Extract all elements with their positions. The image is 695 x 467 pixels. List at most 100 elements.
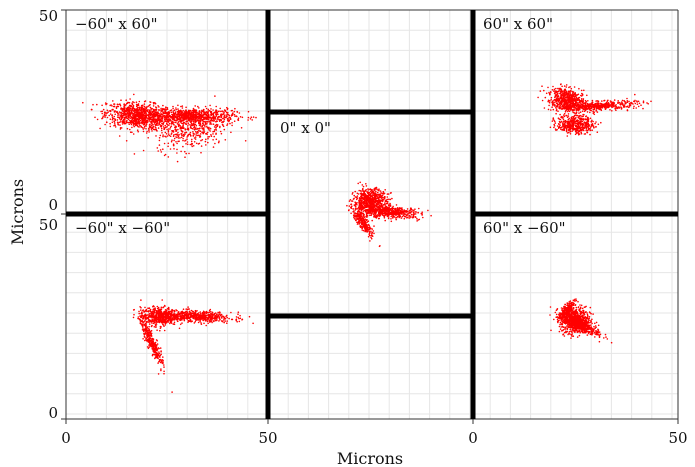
data-point bbox=[184, 313, 187, 316]
data-point bbox=[140, 307, 142, 309]
data-point bbox=[388, 208, 391, 211]
data-point bbox=[163, 372, 165, 375]
data-point bbox=[131, 126, 133, 129]
data-point bbox=[171, 315, 174, 317]
data-point bbox=[215, 120, 218, 122]
data-point bbox=[131, 102, 133, 104]
data-point bbox=[117, 112, 119, 114]
data-point bbox=[117, 123, 119, 126]
data-point bbox=[417, 211, 420, 214]
data-point bbox=[155, 313, 158, 316]
data-point bbox=[231, 113, 234, 115]
data-point bbox=[129, 109, 131, 111]
data-point bbox=[216, 118, 219, 120]
data-point bbox=[109, 125, 112, 128]
data-point bbox=[155, 107, 158, 109]
data-point bbox=[140, 121, 142, 124]
data-point bbox=[389, 192, 392, 194]
data-point bbox=[191, 310, 194, 313]
data-point bbox=[207, 322, 209, 325]
data-point bbox=[113, 118, 116, 120]
data-point bbox=[143, 113, 145, 115]
data-point bbox=[348, 200, 351, 202]
data-point bbox=[207, 113, 209, 115]
data-point bbox=[163, 329, 166, 332]
data-point bbox=[140, 114, 142, 116]
data-point bbox=[143, 121, 146, 124]
data-point bbox=[113, 121, 116, 123]
data-point bbox=[400, 217, 403, 219]
data-point bbox=[172, 105, 174, 108]
data-point bbox=[386, 201, 389, 203]
data-point bbox=[128, 101, 130, 104]
data-point bbox=[356, 195, 359, 197]
data-point bbox=[187, 122, 190, 124]
data-point bbox=[213, 126, 216, 128]
data-point bbox=[356, 223, 359, 225]
data-point bbox=[159, 327, 162, 330]
data-point bbox=[229, 118, 232, 120]
data-point bbox=[151, 320, 154, 322]
data-point bbox=[357, 206, 360, 209]
data-point bbox=[151, 324, 153, 327]
data-point bbox=[153, 114, 155, 116]
data-point bbox=[212, 133, 214, 135]
data-point bbox=[361, 184, 364, 186]
data-point bbox=[166, 112, 168, 115]
data-point bbox=[168, 112, 171, 115]
data-point bbox=[192, 132, 195, 135]
data-point bbox=[210, 113, 213, 116]
data-point bbox=[124, 118, 126, 121]
data-point bbox=[181, 127, 183, 130]
data-point bbox=[177, 124, 180, 127]
data-point bbox=[111, 116, 114, 118]
data-point bbox=[217, 311, 219, 314]
data-point bbox=[380, 213, 383, 215]
data-point bbox=[391, 197, 393, 200]
data-point bbox=[126, 127, 129, 130]
data-point bbox=[236, 115, 238, 118]
data-point bbox=[122, 109, 124, 111]
data-point bbox=[189, 320, 191, 323]
data-point bbox=[166, 317, 168, 320]
data-point bbox=[198, 127, 201, 130]
data-point bbox=[157, 124, 159, 126]
data-point bbox=[349, 199, 352, 201]
data-point bbox=[214, 118, 217, 120]
data-point bbox=[131, 107, 133, 110]
data-point bbox=[403, 209, 406, 211]
data-point bbox=[157, 109, 160, 111]
data-point bbox=[218, 116, 220, 118]
data-point bbox=[384, 211, 386, 213]
data-point bbox=[203, 109, 205, 111]
data-point bbox=[360, 197, 363, 199]
data-point bbox=[215, 319, 217, 322]
data-point bbox=[173, 119, 175, 122]
data-point bbox=[150, 128, 153, 130]
data-point bbox=[164, 109, 166, 111]
data-point bbox=[109, 113, 112, 115]
data-point bbox=[118, 116, 120, 119]
data-point bbox=[156, 321, 158, 323]
data-point bbox=[212, 139, 214, 141]
data-point bbox=[152, 310, 154, 313]
data-point bbox=[160, 368, 162, 370]
data-point bbox=[168, 118, 170, 120]
data-point bbox=[180, 311, 182, 313]
data-point bbox=[223, 316, 225, 318]
data-point bbox=[168, 122, 171, 125]
data-point bbox=[178, 115, 180, 118]
data-point bbox=[135, 105, 138, 108]
data-point bbox=[175, 309, 177, 311]
data-point bbox=[156, 305, 159, 308]
data-point bbox=[382, 190, 385, 193]
data-point bbox=[375, 215, 378, 217]
data-point bbox=[218, 140, 220, 142]
data-point bbox=[164, 110, 167, 113]
data-point bbox=[252, 116, 255, 118]
data-point bbox=[184, 156, 186, 158]
data-point bbox=[126, 109, 128, 112]
data-point bbox=[154, 324, 157, 326]
data-point bbox=[196, 119, 199, 121]
data-point bbox=[212, 320, 214, 322]
